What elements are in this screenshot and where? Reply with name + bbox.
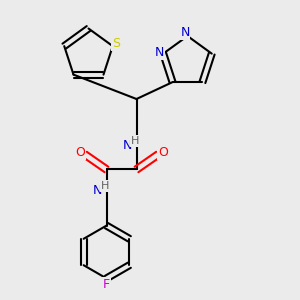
Text: N: N	[93, 184, 102, 197]
Text: O: O	[75, 146, 85, 160]
Text: N: N	[155, 46, 164, 59]
Text: F: F	[103, 278, 110, 291]
Text: N: N	[123, 139, 132, 152]
Text: S: S	[112, 37, 120, 50]
Text: H: H	[101, 181, 109, 191]
Text: H: H	[131, 136, 139, 146]
Text: N: N	[180, 26, 190, 39]
Text: O: O	[158, 146, 168, 160]
